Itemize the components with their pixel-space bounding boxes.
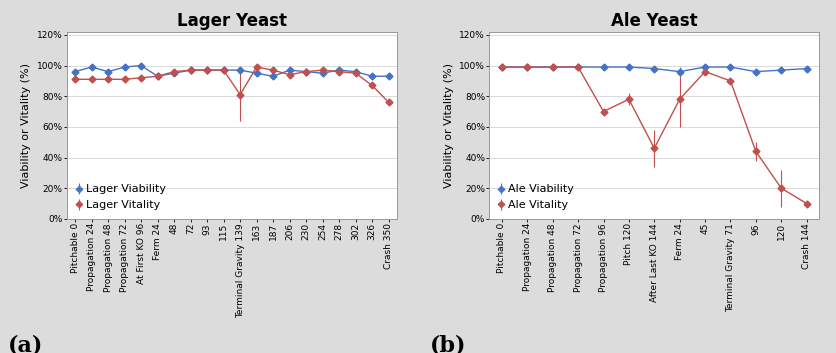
Text: (a): (a) (8, 335, 43, 353)
Text: (b): (b) (430, 335, 466, 353)
Legend: Lager Viability, Lager Vitality: Lager Viability, Lager Vitality (73, 181, 169, 213)
Legend: Ale Viability, Ale Vitality: Ale Viability, Ale Vitality (495, 181, 578, 213)
Y-axis label: Viability or Vitality (%): Viability or Vitality (%) (444, 63, 454, 188)
Y-axis label: Viability or Vitality (%): Viability or Vitality (%) (21, 63, 31, 188)
Title: Ale Yeast: Ale Yeast (611, 12, 697, 30)
Title: Lager Yeast: Lager Yeast (177, 12, 287, 30)
